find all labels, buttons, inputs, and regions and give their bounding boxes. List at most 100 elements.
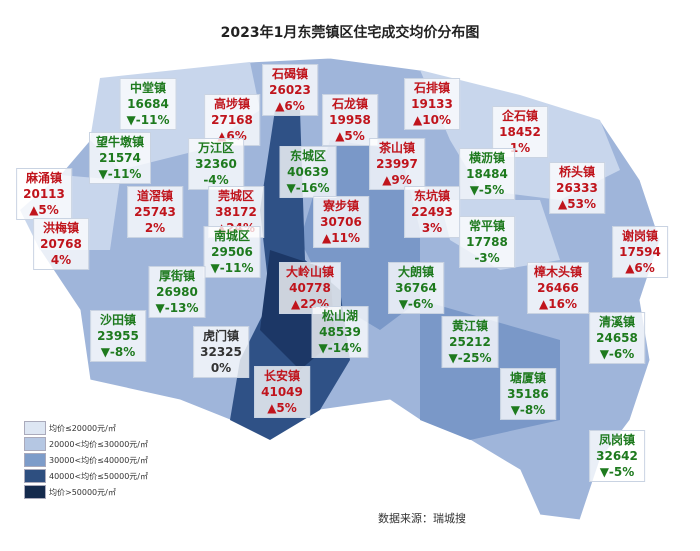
town-label: 企石镇 18452 1%	[492, 106, 548, 158]
town-price: 23955	[97, 329, 139, 343]
town-price: 30706	[320, 215, 362, 229]
town-change: ▲6%	[625, 261, 655, 275]
town-label: 虎门镇 32325 0%	[193, 326, 249, 378]
town-change: ▲5%	[29, 203, 59, 217]
town-change: ▼-6%	[398, 297, 434, 311]
legend-label: 均价≤20000元/㎡	[49, 423, 116, 433]
town-name: 万江区	[197, 141, 234, 155]
town-change: ▲5%	[267, 401, 297, 415]
town-name: 横沥镇	[468, 151, 505, 165]
legend: 均价≤20000元/㎡ 20000<均价≤30000元/㎡ 30000<均价≤400…	[24, 420, 148, 500]
town-change: ▲5%	[335, 129, 365, 143]
town-price: 26980	[156, 285, 198, 299]
legend-swatch	[24, 421, 46, 435]
town-name: 厚街镇	[158, 269, 195, 283]
town-price: 35186	[507, 387, 549, 401]
town-label: 茶山镇 23997 ▲9%	[369, 138, 425, 190]
town-name: 石排镇	[413, 81, 450, 95]
town-change: ▲11%	[322, 231, 360, 245]
town-price: 41049	[261, 385, 303, 399]
town-change: 4%	[50, 253, 72, 267]
town-name: 寮步镇	[322, 199, 359, 213]
town-label: 石排镇 19133 ▲10%	[404, 78, 460, 130]
town-name: 凤岗镇	[598, 433, 635, 447]
town-label: 高埗镇 27168 ▲6%	[204, 94, 260, 146]
town-name: 塘厦镇	[509, 371, 546, 385]
town-name: 企石镇	[501, 109, 538, 123]
town-change: 1%	[509, 141, 531, 155]
town-label: 麻涌镇 20113 ▲5%	[16, 168, 72, 220]
town-price: 32360	[195, 157, 237, 171]
town-label: 道滘镇 25743 2%	[127, 186, 183, 238]
town-label: 谢岗镇 17594 ▲6%	[612, 226, 668, 278]
town-name: 洪梅镇	[42, 221, 79, 235]
town-name: 望牛墩镇	[95, 135, 145, 149]
town-name: 桥头镇	[558, 165, 595, 179]
town-label: 松山湖 48539 ▼-14%	[311, 306, 369, 358]
town-change: ▲6%	[275, 99, 305, 113]
town-label: 塘厦镇 35186 ▼-8%	[500, 368, 556, 420]
town-price: 29506	[211, 245, 253, 259]
town-name: 道滘镇	[136, 189, 173, 203]
town-label: 厚街镇 26980 ▼-13%	[148, 266, 206, 318]
town-label: 南城区 29506 ▼-11%	[203, 226, 261, 278]
legend-item: 20000<均价≤30000元/㎡	[24, 436, 148, 452]
legend-label: 均价>50000元/㎡	[49, 487, 116, 497]
town-label: 凤岗镇 32642 ▼-5%	[589, 430, 645, 482]
town-change: ▼-5%	[599, 465, 635, 479]
town-name: 黄江镇	[451, 319, 488, 333]
legend-item: 均价>50000元/㎡	[24, 484, 148, 500]
town-change: ▲16%	[539, 297, 577, 311]
town-change: ▼-8%	[100, 345, 136, 359]
town-label: 石龙镇 19958 ▲5%	[322, 94, 378, 146]
legend-label: 40000<均价≤50000元/㎡	[49, 471, 148, 481]
town-label: 中堂镇 16684 ▼-11%	[119, 78, 177, 130]
town-change: ▼-14%	[318, 341, 362, 355]
town-price: 40639	[287, 165, 329, 179]
town-change: ▼-11%	[210, 261, 254, 275]
town-change: ▼-5%	[469, 183, 505, 197]
town-label: 黄江镇 25212 ▼-25%	[441, 316, 499, 368]
town-price: 20113	[23, 187, 65, 201]
town-name: 东城区	[289, 149, 326, 163]
legend-item: 均价≤20000元/㎡	[24, 420, 148, 436]
town-price: 17594	[619, 245, 661, 259]
town-price: 32642	[596, 449, 638, 463]
source: 数据来源：瑞城搜	[378, 512, 466, 525]
town-price: 26023	[269, 83, 311, 97]
town-price: 23997	[376, 157, 418, 171]
town-name: 麻涌镇	[25, 171, 62, 185]
town-name: 南城区	[213, 229, 250, 243]
town-label: 洪梅镇 20768 4%	[33, 218, 89, 270]
town-label: 东城区 40639 ▼-16%	[279, 146, 337, 198]
town-price: 19958	[329, 113, 371, 127]
legend-swatch	[24, 485, 46, 499]
town-label: 常平镇 17788 -3%	[459, 216, 515, 268]
town-name: 大岭山镇	[285, 265, 335, 279]
town-label: 沙田镇 23955 ▼-8%	[90, 310, 146, 362]
town-label: 望牛墩镇 21574 ▼-11%	[88, 132, 152, 184]
legend-swatch	[24, 453, 46, 467]
town-change: ▼-13%	[155, 301, 199, 315]
town-name: 莞城区	[217, 189, 254, 203]
town-label: 清溪镇 24658 ▼-6%	[589, 312, 645, 364]
town-price: 25212	[449, 335, 491, 349]
town-price: 22493	[411, 205, 453, 219]
town-price: 18484	[466, 167, 508, 181]
legend-label: 20000<均价≤30000元/㎡	[49, 439, 148, 449]
town-price: 18452	[499, 125, 541, 139]
town-price: 26333	[556, 181, 598, 195]
town-name: 石龙镇	[331, 97, 368, 111]
town-name: 东坑镇	[413, 189, 450, 203]
town-name: 高埗镇	[213, 97, 250, 111]
town-name: 大朗镇	[397, 265, 434, 279]
town-price: 20768	[40, 237, 82, 251]
town-label: 东坑镇 22493 3%	[404, 186, 460, 238]
town-name: 茶山镇	[378, 141, 415, 155]
town-name: 虎门镇	[202, 329, 239, 343]
town-change: ▼-11%	[126, 113, 170, 127]
town-name: 谢岗镇	[621, 229, 658, 243]
town-price: 27168	[211, 113, 253, 127]
town-price: 38172	[215, 205, 257, 219]
